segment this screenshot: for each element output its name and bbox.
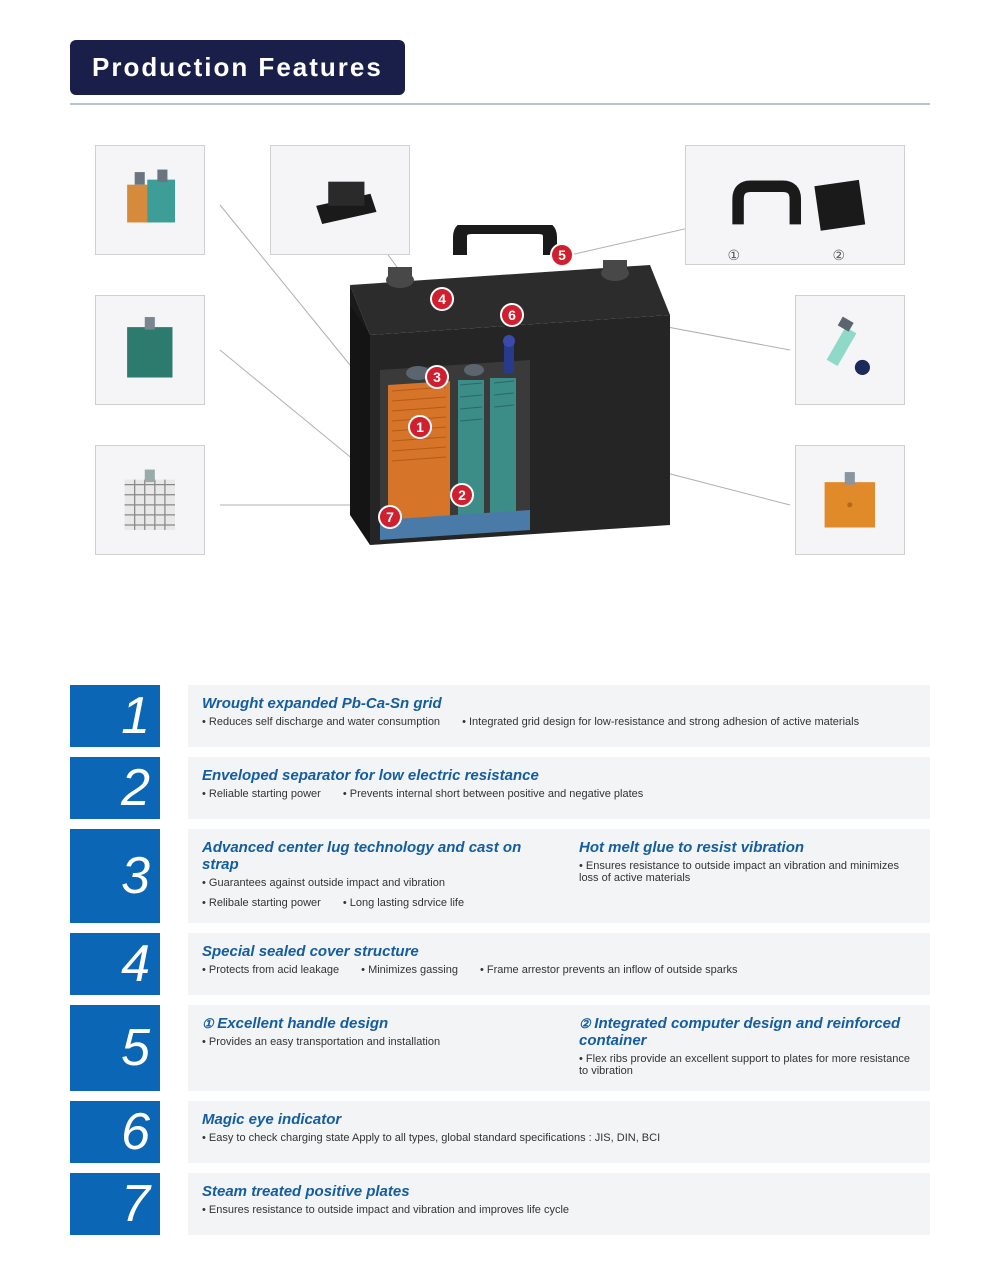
feature-number: 1 bbox=[70, 685, 160, 747]
feature-title: Magic eye indicator bbox=[202, 1111, 916, 1128]
feature-bullets: Ensures resistance to outside impact and… bbox=[202, 1204, 916, 1216]
feature-title: Hot melt glue to resist vibration bbox=[579, 839, 916, 856]
feature-body: ① Excellent handle design Provides an eas… bbox=[188, 1005, 930, 1091]
badge-1: 1 bbox=[408, 415, 432, 439]
feature-bullet: Relibale starting power bbox=[202, 897, 321, 909]
feature-bullets: Reduces self discharge and water consump… bbox=[202, 716, 916, 728]
feature-row: 3 Advanced center lug technology and cast… bbox=[70, 829, 930, 923]
badge-4: 4 bbox=[430, 287, 454, 311]
feature-title: Advanced center lug technology and cast … bbox=[202, 839, 539, 873]
feature-bullets: Reliable starting power Prevents internal… bbox=[202, 788, 916, 800]
feature-bullet: Frame arrestor prevents an inflow of out… bbox=[480, 964, 738, 976]
thumb-handle-container bbox=[685, 145, 905, 265]
badge-3: 3 bbox=[425, 365, 449, 389]
feature-column: Special sealed cover structure Protects f… bbox=[202, 943, 916, 983]
feature-number: 3 bbox=[70, 829, 160, 923]
battery-diagram: ① ② bbox=[70, 135, 930, 635]
feature-column: Enveloped separator for low electric res… bbox=[202, 767, 916, 807]
header-divider bbox=[70, 103, 930, 105]
feature-number: 7 bbox=[70, 1173, 160, 1235]
feature-column: Wrought expanded Pb-Ca-Sn grid Reduces se… bbox=[202, 695, 916, 735]
sublabel-2: ② bbox=[832, 247, 845, 264]
badge-6: 6 bbox=[500, 303, 524, 327]
feature-body: Enveloped separator for low electric res… bbox=[188, 757, 930, 819]
feature-row: 5 ① Excellent handle design Provides an ea… bbox=[70, 1005, 930, 1091]
feature-body: Wrought expanded Pb-Ca-Sn grid Reduces se… bbox=[188, 685, 930, 747]
thumb-indicator bbox=[795, 295, 905, 405]
feature-bullet: Prevents internal short between positive… bbox=[343, 788, 643, 800]
feature-title-text: Advanced center lug technology and cast … bbox=[202, 839, 521, 873]
feature-title-text: Magic eye indicator bbox=[202, 1111, 341, 1128]
feature-title-text: Steam treated positive plates bbox=[202, 1183, 410, 1200]
feature-prefix: ② bbox=[579, 1016, 594, 1031]
feature-bullets: Protects from acid leakage Minimizes gass… bbox=[202, 964, 916, 976]
feature-row: 1 Wrought expanded Pb-Ca-Sn grid Reduces s… bbox=[70, 685, 930, 747]
feature-title: ① Excellent handle design bbox=[202, 1015, 539, 1032]
feature-title-text: Special sealed cover structure bbox=[202, 943, 419, 960]
feature-bullet: Flex ribs provide an excellent support t… bbox=[579, 1053, 916, 1077]
battery-main: 1 2 3 4 5 6 7 bbox=[310, 225, 700, 555]
feature-bullet: Reliable starting power bbox=[202, 788, 321, 800]
feature-bullet: Protects from acid leakage bbox=[202, 964, 339, 976]
feature-list: 1 Wrought expanded Pb-Ca-Sn grid Reduces s… bbox=[70, 685, 930, 1235]
feature-bullet: Long lasting sdrvice life bbox=[343, 897, 464, 909]
feature-bullets: Ensures resistance to outside impact an … bbox=[579, 860, 916, 886]
thumb-positive-plate bbox=[795, 445, 905, 555]
feature-column: Steam treated positive plates Ensures res… bbox=[202, 1183, 916, 1223]
feature-body: Special sealed cover structure Protects f… bbox=[188, 933, 930, 995]
feature-title-text: Excellent handle design bbox=[217, 1015, 388, 1032]
feature-row: 4 Special sealed cover structure Protects … bbox=[70, 933, 930, 995]
feature-title: ② Integrated computer design and reinfor… bbox=[579, 1015, 916, 1049]
feature-bullet: Guarantees against outside impact and vi… bbox=[202, 877, 445, 889]
feature-title: Enveloped separator for low electric res… bbox=[202, 767, 916, 784]
feature-title-text: Wrought expanded Pb-Ca-Sn grid bbox=[202, 695, 442, 712]
feature-bullets: Provides an easy transportation and inst… bbox=[202, 1036, 539, 1050]
feature-title: Special sealed cover structure bbox=[202, 943, 916, 960]
feature-title-text: Integrated computer design and reinforce… bbox=[579, 1015, 900, 1049]
feature-prefix: ① bbox=[202, 1016, 217, 1031]
feature-bullet: Ensures resistance to outside impact and… bbox=[202, 1204, 569, 1216]
feature-body: Steam treated positive plates Ensures res… bbox=[188, 1173, 930, 1235]
feature-bullet: Minimizes gassing bbox=[361, 964, 458, 976]
feature-title: Wrought expanded Pb-Ca-Sn grid bbox=[202, 695, 916, 712]
thumb-separator bbox=[95, 295, 205, 405]
feature-title-text: Hot melt glue to resist vibration bbox=[579, 839, 804, 856]
feature-number: 6 bbox=[70, 1101, 160, 1163]
feature-bullets: Guarantees against outside impact and vi… bbox=[202, 877, 539, 911]
feature-bullets: Flex ribs provide an excellent support t… bbox=[579, 1053, 916, 1079]
feature-row: 6 Magic eye indicator Easy to check chargi… bbox=[70, 1101, 930, 1163]
thumb-plate-assembly bbox=[95, 145, 205, 255]
feature-bullet: Provides an easy transportation and inst… bbox=[202, 1036, 440, 1048]
feature-column: Advanced center lug technology and cast … bbox=[202, 839, 539, 911]
badge-2: 2 bbox=[450, 483, 474, 507]
badge-5: 5 bbox=[550, 243, 574, 267]
feature-bullet: Integrated grid design for low-resistanc… bbox=[462, 716, 859, 728]
feature-bullet: Reduces self discharge and water consump… bbox=[202, 716, 440, 728]
feature-column: ② Integrated computer design and reinfor… bbox=[579, 1015, 916, 1079]
sublabel-1: ① bbox=[727, 247, 740, 264]
feature-bullet: Ensures resistance to outside impact an … bbox=[579, 860, 916, 884]
feature-bullets: Easy to check charging state Apply to al… bbox=[202, 1132, 916, 1144]
page-title: Production Features bbox=[70, 40, 405, 95]
thumb-grid bbox=[95, 445, 205, 555]
feature-column: ① Excellent handle design Provides an eas… bbox=[202, 1015, 539, 1079]
feature-row: 7 Steam treated positive plates Ensures re… bbox=[70, 1173, 930, 1235]
feature-number: 2 bbox=[70, 757, 160, 819]
badge-7: 7 bbox=[378, 505, 402, 529]
feature-column: Magic eye indicator Easy to check chargin… bbox=[202, 1111, 916, 1151]
feature-body: Advanced center lug technology and cast … bbox=[188, 829, 930, 923]
feature-body: Magic eye indicator Easy to check chargin… bbox=[188, 1101, 930, 1163]
feature-row: 2 Enveloped separator for low electric re… bbox=[70, 757, 930, 819]
feature-number: 4 bbox=[70, 933, 160, 995]
feature-title-text: Enveloped separator for low electric res… bbox=[202, 767, 539, 784]
feature-bullet: Easy to check charging state Apply to al… bbox=[202, 1132, 660, 1144]
feature-title: Steam treated positive plates bbox=[202, 1183, 916, 1200]
feature-column: Hot melt glue to resist vibration Ensures… bbox=[579, 839, 916, 911]
feature-number: 5 bbox=[70, 1005, 160, 1091]
